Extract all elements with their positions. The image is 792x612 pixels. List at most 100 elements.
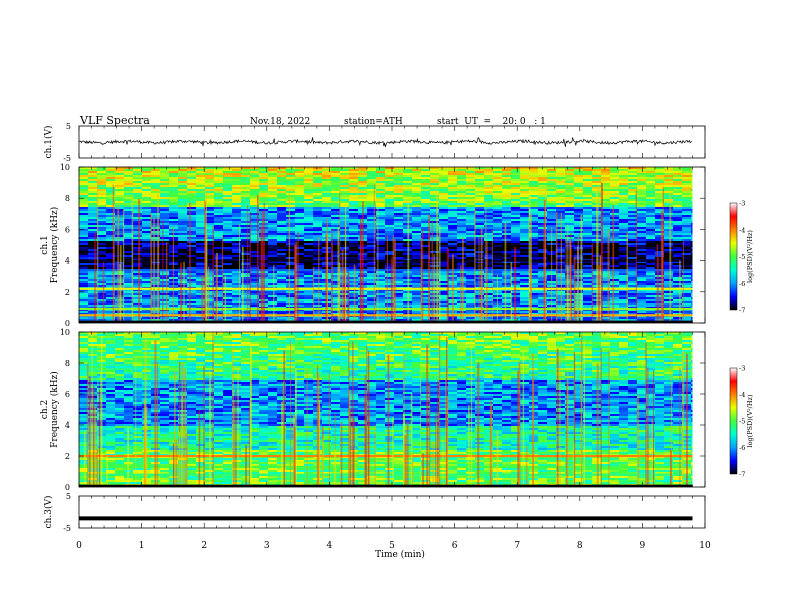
ch1-spectrogram-cell <box>601 275 611 278</box>
ch1-spectrogram-cell <box>673 189 683 192</box>
ch1-spectrogram-cell <box>673 205 683 208</box>
ch1-spectrogram-cell <box>313 195 323 198</box>
ch1-spectrogram-cell <box>169 183 179 186</box>
ch1-spectrogram-cell <box>637 251 647 254</box>
ch1-spectrogram-cell <box>412 193 422 196</box>
ch1-spectrogram-cell <box>394 209 404 212</box>
ch1-spectrogram-cell <box>223 227 233 230</box>
ch1-spectrogram-cell <box>196 197 206 200</box>
ch1-spectrogram-cell <box>628 255 638 258</box>
ch1-spectrogram-cell <box>691 293 693 296</box>
ch1-spectrogram-cell <box>412 291 422 294</box>
ch1-spectrogram-cell <box>178 231 188 234</box>
ch1-spectrogram-cell <box>160 227 170 230</box>
ch1-spectrogram-cell <box>295 301 305 304</box>
ch1-spectrogram-cell <box>421 241 431 244</box>
ch1-spectrogram-cell <box>241 285 251 288</box>
ch1-spectrogram-cell <box>403 183 413 186</box>
ch1-spectrogram-cell <box>286 273 296 276</box>
ch1-spectrogram-cell <box>196 281 206 284</box>
ch1-spectrogram-cell <box>538 253 548 256</box>
ch1-spectrogram-cell <box>133 177 143 180</box>
ch1-spectrogram-cell <box>268 171 278 174</box>
ch1-spectrogram-cell <box>322 213 332 216</box>
ch1-spectrogram-cell <box>349 201 359 204</box>
ch1-spectrogram-cell <box>331 179 341 182</box>
ch1-spectrogram-cell <box>250 177 260 180</box>
ch1-spectrogram-cell <box>484 261 494 264</box>
ch1-spectrogram-cell <box>250 279 260 282</box>
ch1-spectrogram-cell <box>475 205 485 208</box>
ch1-spectrogram-cell <box>673 169 683 172</box>
ch1-spectrogram-cell <box>313 275 323 278</box>
ch1-spectrogram-cell <box>673 299 683 302</box>
ch1-spectrogram-cell <box>178 197 188 200</box>
ch1-spectrogram-cell <box>673 275 683 278</box>
ch1-spectrogram-cell <box>268 215 278 218</box>
ch1-spectrogram-cell <box>133 189 143 192</box>
ch1-spectrogram-cell <box>160 183 170 186</box>
ch1-spectrogram-cell <box>151 185 161 188</box>
ch1-spectrogram-cell <box>214 181 224 184</box>
ch1-spectrogram-cell <box>628 251 638 254</box>
ch1-spectrogram-cell <box>520 273 530 276</box>
ch1-spectrogram-cell <box>601 229 611 232</box>
ch1-spectrogram-cell <box>412 177 422 180</box>
ch1-spectrogram-cell <box>187 177 197 180</box>
ch1-spectrogram-cell <box>178 193 188 196</box>
ch1-spectrogram-cell <box>115 257 125 260</box>
ch1-spectrogram-cell <box>277 247 287 250</box>
ch1-spectrogram-cell <box>637 229 647 232</box>
ch1-spectrogram-cell <box>421 223 431 226</box>
ch1-spectrogram-cell <box>610 241 620 244</box>
ch1-spectrogram-cell <box>223 233 233 236</box>
ch1-spectrogram-cell <box>97 255 107 258</box>
ch1-spectrogram-cell <box>691 283 693 286</box>
ch1-spectrogram-cell <box>349 263 359 266</box>
ch1-spectrogram-cell <box>502 193 512 196</box>
ch1-spectrogram-cell <box>556 199 566 202</box>
ch1-spectrogram-cell <box>475 301 485 304</box>
ch1-spectrogram-cell <box>295 195 305 198</box>
ch1-spectrogram-cell <box>520 275 530 278</box>
ch1-spectrogram-cell <box>205 187 215 190</box>
ch1-spectrogram-cell <box>268 227 278 230</box>
ch1-spectrogram-cell <box>619 243 629 246</box>
ch1-spectrogram-cell <box>232 251 242 254</box>
ch1-spectrogram-cell <box>205 291 215 294</box>
ch1-spectrogram-cell <box>133 263 143 266</box>
ch1-spectrogram-cell <box>637 239 647 242</box>
ch1-spectrogram-image <box>79 167 693 323</box>
ch1-spectrogram-cell <box>124 169 134 172</box>
ch1-spectrogram-cell <box>187 233 197 236</box>
ch1-spectrogram-cell <box>619 203 629 206</box>
ch1-spectrogram-cell <box>97 217 107 220</box>
ch1-spectrogram-cell <box>691 249 693 252</box>
ch1-spectrogram-cell <box>97 265 107 268</box>
ch1-spectrogram-cell <box>286 205 296 208</box>
ch1-spectrogram-cell <box>664 191 674 194</box>
ch1-spectrogram-cell <box>88 283 98 286</box>
ch1-spectrogram-cell <box>124 273 134 276</box>
ch1-spectrogram-cell <box>214 305 224 308</box>
ch1-spectrogram-cell <box>286 215 296 218</box>
ch1-spectrogram-cell <box>619 275 629 278</box>
ch1-spectrogram-cell <box>412 299 422 302</box>
ch1-spectrogram-cell <box>574 207 584 210</box>
ch1-spectrogram-cell <box>394 223 404 226</box>
ch1-spectrogram-cell <box>664 301 674 304</box>
ch1-spectrogram-cell <box>214 197 224 200</box>
ch1-spectrogram-cell <box>250 289 260 292</box>
ch1-spectrogram-cell <box>160 209 170 212</box>
ch1-spectrogram-cell <box>646 213 656 216</box>
ch1-spectrogram-cell <box>511 231 521 234</box>
ch1-spectrogram-cell <box>628 201 638 204</box>
ch1-spectrogram-cell <box>169 175 179 178</box>
ch1-spectrogram-cell <box>295 243 305 246</box>
ch1-spectrogram-cell <box>520 207 530 210</box>
ch1-spectrogram-cell <box>421 189 431 192</box>
ch1-spectrogram-cell <box>286 233 296 236</box>
ch1-spectrogram-cell <box>331 201 341 204</box>
ch1-spectrogram-cell <box>493 263 503 266</box>
ch1-spectrogram-cell <box>304 297 314 300</box>
